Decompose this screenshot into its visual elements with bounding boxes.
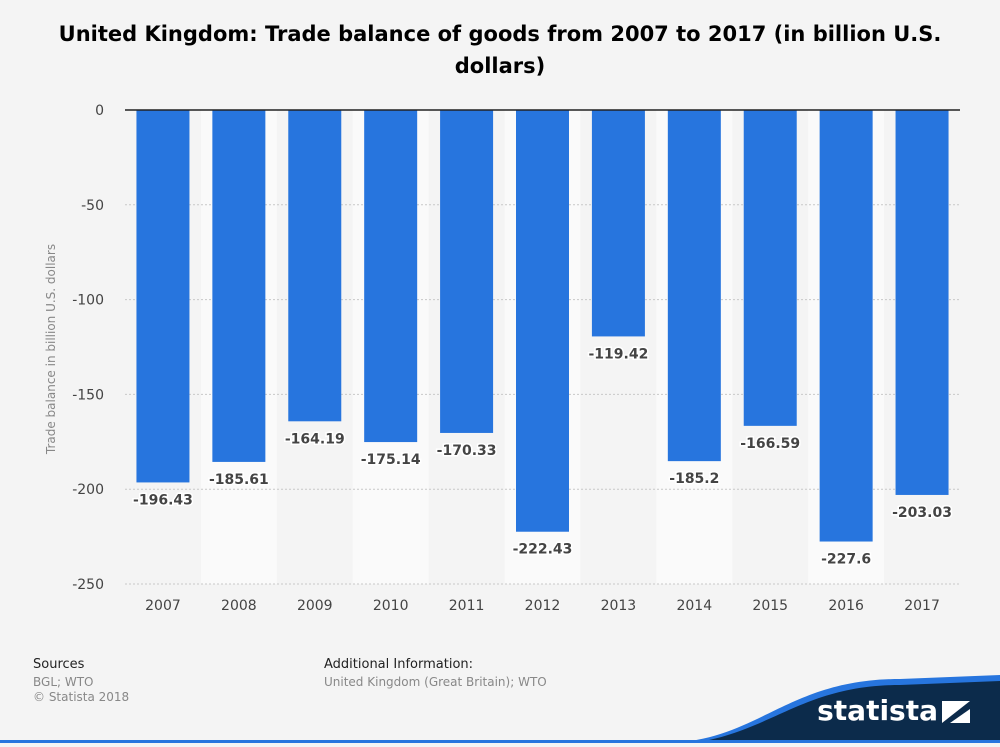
data-label: -175.14 [361,452,421,468]
data-label: -164.19 [285,431,345,447]
chart-title-line-1: United Kingdom: Trade balance of goods f… [58,22,942,46]
y-tick-label: -150 [72,387,104,403]
x-tick-label: 2014 [676,598,712,614]
chart-title: United Kingdom: Trade balance of goods f… [0,18,1000,82]
x-tick-label: 2017 [904,598,940,614]
x-tick-label: 2012 [525,598,561,614]
data-label: -203.03 [892,505,952,521]
x-tick-label: 2011 [449,598,485,614]
statista-logo[interactable]: statista [670,673,1000,745]
data-label: -185.61 [209,472,269,488]
x-tick-label: 2009 [297,598,333,614]
data-label: -170.33 [437,443,497,459]
data-label: -196.43 [133,492,193,508]
additional-info-text: United Kingdom (Great Britain); WTO [324,675,547,689]
sources-text: BGL; WTO [33,675,94,689]
y-tick-label: -200 [72,482,104,498]
x-tick-label: 2013 [601,598,637,614]
data-label: -166.59 [740,436,800,452]
bar [136,110,190,483]
data-label: -227.6 [821,552,871,568]
chart-title-line-2: dollars) [454,54,546,78]
bar [591,110,645,337]
sources-heading: Sources [33,657,85,672]
bar [288,110,342,422]
y-tick-label: -100 [72,293,104,309]
data-label: -119.42 [588,346,648,362]
brand-name: statista [817,694,938,727]
copyright-text: © Statista 2018 [33,690,130,704]
bar [440,110,494,433]
bar [364,110,418,443]
y-tick-label: -50 [81,198,104,214]
x-tick-label: 2016 [828,598,864,614]
bar [212,110,266,462]
brand-wave-shape [670,675,1000,745]
bottom-accent-line [0,740,1000,743]
bar [895,110,949,495]
data-label: -222.43 [513,542,573,558]
x-tick-label: 2015 [752,598,788,614]
statista-icon [942,701,970,723]
y-tick-label: 0 [95,103,104,119]
bar [516,110,569,532]
bar [667,110,721,462]
x-tick-label: 2010 [373,598,409,614]
x-tick-label: 2007 [145,598,181,614]
bar-chart: 0 -50 -100 -150 -200 -250 Trade balance in bil… [44,103,960,614]
bar [819,110,873,542]
x-tick-label: 2008 [221,598,257,614]
y-tick-label: -250 [72,577,104,593]
additional-info-heading: Additional Information: [324,657,474,672]
data-label: -185.2 [669,471,719,487]
y-axis-title: Trade balance in billion U.S. dollars [44,244,58,455]
bar [743,110,797,426]
